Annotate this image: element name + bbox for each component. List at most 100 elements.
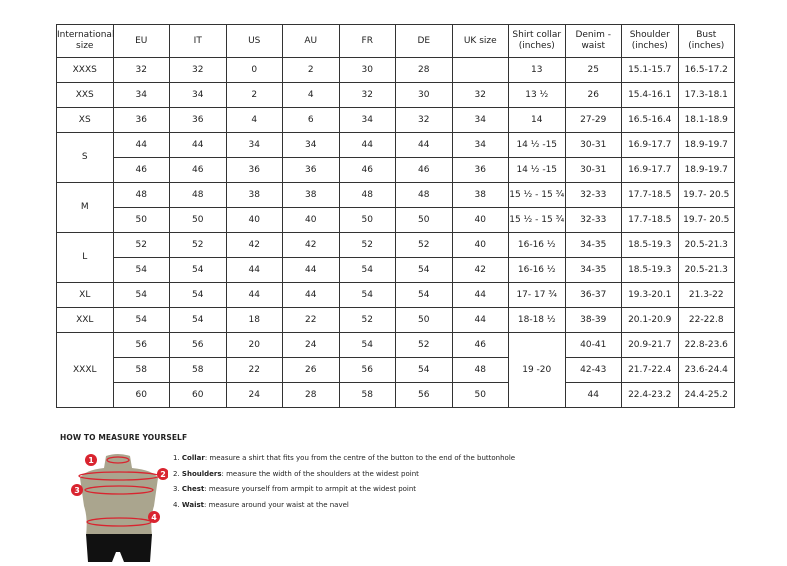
table-cell: 40 — [282, 207, 340, 233]
table-cell: 15.4-16.1 — [621, 82, 679, 108]
table-cell: 44 — [564, 382, 622, 408]
table-cell: 16-16 ½ — [508, 232, 566, 258]
column-header: EU — [112, 24, 170, 58]
table-cell: 46 — [112, 157, 170, 183]
table-cell: 48 — [169, 182, 227, 208]
column-header: Bust (inches) — [677, 24, 735, 58]
table-cell: 20.5-21.3 — [677, 257, 735, 283]
table-cell: 44 — [451, 307, 509, 333]
table-cell: 32 — [338, 82, 396, 108]
table-cell: 50 — [395, 207, 453, 233]
table-cell: 16.9-17.7 — [621, 132, 679, 158]
table-row: S 44 44 34 34 44 44 34 14 ½ -15 30-31 16.9-17.7 18.… — [56, 132, 735, 183]
table-cell: 58 — [169, 357, 227, 383]
table-cell: 44 — [225, 282, 283, 308]
table-cell: 32-33 — [564, 182, 622, 208]
marker-3 — [71, 484, 83, 496]
table-cell: 48 — [338, 182, 396, 208]
table-cell: 52 — [395, 332, 453, 358]
table-cell: 50 — [112, 207, 170, 233]
table-cell: 28 — [282, 382, 340, 408]
table-cell: 54 — [395, 257, 453, 283]
table-row: XS 36 36 4 6 34 32 34 14 27-29 16.5-16.4 18.1-18.9 — [56, 107, 735, 133]
table-cell: 46 — [451, 332, 509, 358]
column-header: FR — [338, 24, 396, 58]
table-cell: 52 — [338, 307, 396, 333]
table-cell: 54 — [338, 257, 396, 283]
table-cell: 42 — [451, 257, 509, 283]
table-cell — [451, 57, 509, 83]
table-cell: 17.7-18.5 — [621, 182, 679, 208]
table-cell: 58 — [112, 357, 170, 383]
table-cell: 18.5-19.3 — [621, 257, 679, 283]
table-row: M 48 48 38 38 48 48 38 15 ½ - 15 ¾ 32-33 17.7-18.5… — [56, 182, 735, 233]
table-cell: 60 — [169, 382, 227, 408]
table-cell: 44 — [225, 257, 283, 283]
table-cell: 20.5-21.3 — [677, 232, 735, 258]
table-cell: 22 — [225, 357, 283, 383]
table-cell: 34 — [282, 132, 340, 158]
table-cell: 56 — [395, 382, 453, 408]
table-cell: 15 ½ - 15 ¾ — [508, 207, 566, 233]
table-cell: 17.7-18.5 — [621, 207, 679, 233]
column-header: AU — [282, 24, 340, 58]
table-cell: 54 — [169, 282, 227, 308]
table-cell: 20 — [225, 332, 283, 358]
table-cell: 21.7-22.4 — [621, 357, 679, 383]
table-cell: 22.8-23.6 — [677, 332, 735, 358]
column-header: IT — [169, 24, 227, 58]
table-cell: 26 — [564, 82, 622, 108]
table-cell: 38-39 — [564, 307, 622, 333]
table-cell: 23.6-24.4 — [677, 357, 735, 383]
table-cell: 44 — [112, 132, 170, 158]
table-cell: 42 — [225, 232, 283, 258]
table-cell: 28 — [395, 57, 453, 83]
table-cell: 44 — [282, 257, 340, 283]
table-row: L 52 52 42 42 52 52 40 16-16 ½ 34-35 18.5-19.3 20.5… — [56, 232, 735, 283]
table-cell: 25 — [564, 57, 622, 83]
table-cell: 56 — [112, 332, 170, 358]
table-cell: 44 — [169, 132, 227, 158]
table-cell: 40 — [451, 232, 509, 258]
table-cell: 19.7- 20.5 — [677, 207, 735, 233]
table-cell: 34 — [451, 132, 509, 158]
international-size-cell: XXXL — [56, 332, 114, 408]
table-cell: 34-35 — [564, 232, 622, 258]
table-cell: 44 — [282, 282, 340, 308]
table-cell: 6 — [282, 107, 340, 133]
torso-measurement-illustration: 1 2 3 4 — [71, 454, 168, 562]
svg-text:2: 2 — [160, 470, 166, 479]
table-cell: 17- 17 ¾ — [508, 282, 566, 308]
table-cell: 50 — [169, 207, 227, 233]
table-cell: 54 — [112, 257, 170, 283]
table-cell: 50 — [451, 382, 509, 408]
table-cell: 16.5-16.4 — [621, 107, 679, 133]
table-cell: 44 — [338, 132, 396, 158]
table-cell: 18-18 ½ — [508, 307, 566, 333]
table-cell: 13 — [508, 57, 566, 83]
international-size-cell: S — [56, 132, 114, 183]
table-cell: 44 — [451, 282, 509, 308]
table-cell: 46 — [169, 157, 227, 183]
table-cell: 52 — [338, 232, 396, 258]
table-cell: 17.3-18.1 — [677, 82, 735, 108]
table-cell: 36 — [282, 157, 340, 183]
table-cell: 22-22.8 — [677, 307, 735, 333]
table-cell: 20.1-20.9 — [621, 307, 679, 333]
table-cell: 18.9-19.7 — [677, 132, 735, 158]
how-to-measure-title: HOW TO MEASURE YOURSELF — [60, 433, 188, 442]
table-cell: 42-43 — [564, 357, 622, 383]
table-cell: 15.1-15.7 — [621, 57, 679, 83]
table-row: 54 54 44 44 54 54 42 16-16 ½ 34-35 18.5-19.3 20.5-… — [57, 257, 735, 283]
table-cell: 36 — [169, 107, 227, 133]
table-cell: 34 — [225, 132, 283, 158]
table-cell: 32 — [169, 57, 227, 83]
column-header: UK size — [451, 24, 509, 58]
table-cell: 30-31 — [564, 157, 622, 183]
table-cell: 27-29 — [564, 107, 622, 133]
marker-2 — [157, 468, 168, 480]
svg-text:4: 4 — [151, 513, 157, 522]
table-cell: 4 — [225, 107, 283, 133]
international-size-cell: XL — [56, 282, 114, 308]
column-header: US — [225, 24, 283, 58]
